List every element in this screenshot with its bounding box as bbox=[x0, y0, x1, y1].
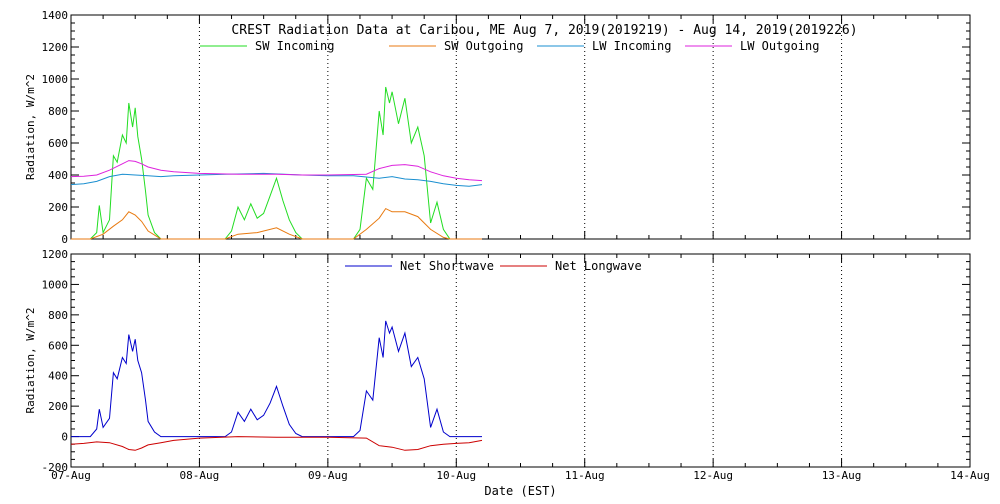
legend-label: SW Outgoing bbox=[444, 39, 523, 53]
series-line-net-shortwave bbox=[71, 320, 482, 438]
y-axis-label: Radiation, W/m^2 bbox=[24, 308, 37, 414]
legend-label: Net Longwave bbox=[555, 259, 642, 273]
series-line-lw-outgoing bbox=[70, 160, 483, 182]
y-tick-label: 400 bbox=[48, 370, 68, 383]
y-tick-label: 400 bbox=[48, 169, 68, 182]
y-tick-label: 0 bbox=[61, 233, 68, 246]
x-tick-label: 10-Aug bbox=[436, 469, 476, 482]
series-line-sw-outgoing bbox=[71, 207, 482, 240]
legend-label: SW Incoming bbox=[255, 39, 334, 53]
y-tick-label: 1200 bbox=[42, 41, 69, 54]
y-tick-label: 800 bbox=[48, 309, 68, 322]
x-tick-label: 12-Aug bbox=[693, 469, 733, 482]
y-tick-label: 600 bbox=[48, 137, 68, 150]
x-tick-label: 11-Aug bbox=[565, 469, 605, 482]
plot-frame bbox=[70, 253, 971, 468]
y-tick-label: 200 bbox=[48, 400, 68, 413]
series-line-net-longwave bbox=[70, 436, 483, 451]
x-axis-label: Date (EST) bbox=[484, 484, 556, 498]
y-tick-label: 1000 bbox=[42, 73, 69, 86]
y-tick-label: 1200 bbox=[42, 248, 69, 261]
y-tick-label: 1000 bbox=[42, 278, 69, 291]
legend-label: LW Incoming bbox=[592, 39, 671, 53]
x-tick-label: 07-Aug bbox=[51, 469, 91, 482]
y-tick-label: 0 bbox=[61, 431, 68, 444]
x-tick-label: 13-Aug bbox=[822, 469, 862, 482]
legend-label: LW Outgoing bbox=[740, 39, 819, 53]
x-tick-label: 08-Aug bbox=[180, 469, 220, 482]
bottom-panel-net-radiation: -200 0 200 400 600 800 1000 1200 Radiation, W/m^… bbox=[24, 248, 990, 498]
y-tick-label: 1400 bbox=[42, 9, 69, 22]
top-panel-sw-lw-radiation: 0 200 400 600 800 1000 1200 1400 Radiation, W/m^… bbox=[24, 9, 971, 246]
chart-title: CREST Radiation Data at Caribou, ME Aug … bbox=[231, 23, 857, 38]
y-tick-label: -200 bbox=[42, 461, 69, 474]
y-tick-label: 600 bbox=[48, 339, 68, 352]
y-tick-label: 800 bbox=[48, 105, 68, 118]
y-tick-label: 200 bbox=[48, 201, 68, 214]
x-tick-label: 09-Aug bbox=[308, 469, 348, 482]
y-axis-label: Radiation, W/m^2 bbox=[24, 74, 37, 180]
series-line-sw-incoming bbox=[71, 86, 482, 240]
legend-label: Net Shortwave bbox=[400, 259, 494, 273]
x-tick-label: 14-Aug bbox=[950, 469, 990, 482]
